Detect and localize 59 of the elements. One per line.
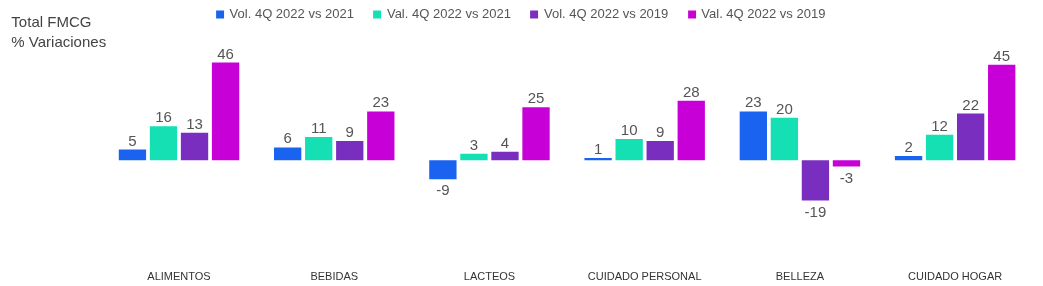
data-label: 3 [469,135,479,153]
x-tick-label: ALIMENTOS [147,269,211,282]
bar [491,151,519,161]
data-label: 9 [345,123,354,141]
bar [988,64,1016,161]
bar [894,155,923,161]
bar [615,139,643,161]
bar [584,158,612,161]
x-tick-label: CUIDADO PERSONAL [587,269,702,282]
data-label: 25 [527,89,545,107]
bar [677,100,705,161]
legend-label: Vol. 4Q 2022 vs 2019 [544,6,669,21]
data-label: 22 [962,95,979,113]
bar [925,134,954,161]
data-label: 13 [186,114,203,132]
x-tick-label: BELLEZA [775,269,825,282]
data-label: -19 [804,202,827,220]
bar [180,132,209,161]
data-label: 6 [283,129,292,147]
bar [770,117,799,161]
bar [460,153,488,161]
bar [336,141,364,161]
bar [367,111,395,161]
data-label: -3 [839,168,854,186]
data-label: 23 [372,93,390,111]
data-label: 28 [682,82,700,100]
data-label: 20 [776,99,793,117]
data-label: 1 [593,140,603,158]
bar [274,147,302,161]
bar [801,160,830,201]
data-label: 11 [310,118,327,136]
x-tick-label: CUIDADO HOGAR [908,269,1003,282]
bar [522,107,550,161]
bar [305,136,333,161]
bar [956,113,985,161]
bar [739,111,767,161]
chart-title: Total FMCG % Variaciones [11,12,107,50]
x-tick-label: BEBIDAS [310,269,359,282]
legend-label: Val. 4Q 2022 vs 2019 [701,6,826,21]
bar [211,62,240,161]
data-label: 4 [500,133,510,151]
data-label: 5 [128,131,137,149]
data-label: -9 [436,181,450,199]
data-label: 9 [656,123,665,141]
bar [429,160,457,180]
data-label: 23 [744,93,762,111]
x-tick-label: LACTEOS [463,269,516,282]
legend-label: Val. 4Q 2022 vs 2021 [386,6,511,21]
data-label: 46 [217,44,234,62]
data-label: 10 [620,121,638,138]
data-label: 16 [155,108,172,126]
bar [118,149,147,161]
bar [832,160,861,167]
legend-label: Vol. 4Q 2022 vs 2021 [229,6,354,21]
bar [646,141,674,161]
bar [149,126,178,161]
data-label: 2 [904,137,913,155]
data-label: 45 [993,46,1011,64]
data-label: 12 [931,116,948,134]
